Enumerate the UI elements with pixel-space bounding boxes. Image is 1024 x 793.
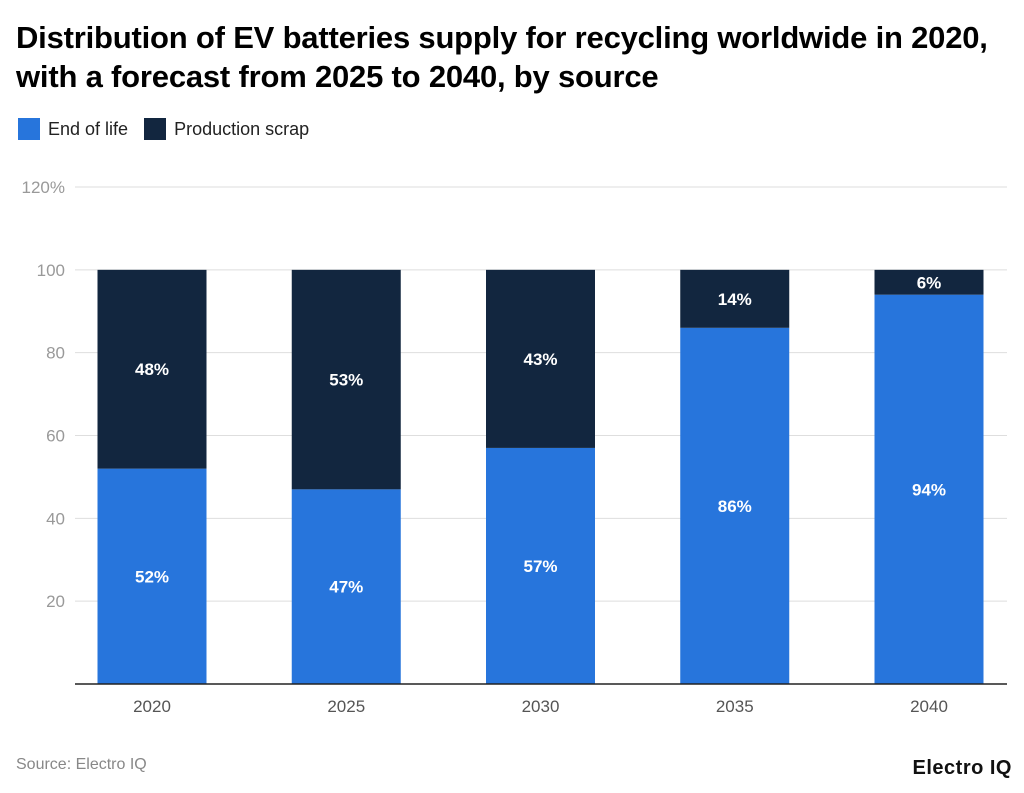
data-label: 43% — [523, 350, 557, 369]
bar-end-of-life — [486, 447, 595, 684]
bar-end-of-life — [291, 489, 401, 684]
data-label: 57% — [523, 557, 557, 576]
legend-swatch — [18, 118, 40, 140]
bar-production-scrap — [291, 269, 401, 490]
legend-swatch — [144, 118, 167, 140]
source-note: Source: Electro IQ — [16, 756, 147, 773]
data-label: 6% — [917, 273, 942, 292]
x-tick-label: 2030 — [522, 697, 560, 716]
data-label: 52% — [135, 567, 169, 586]
bar-end-of-life — [680, 327, 790, 684]
bar-end-of-life — [874, 294, 984, 684]
bar-production-scrap — [874, 269, 984, 295]
y-tick-label: 20 — [46, 592, 65, 611]
y-tick-label: 80 — [46, 344, 65, 363]
legend-label: End of life — [48, 118, 129, 139]
y-tick-label: 100 — [37, 261, 65, 280]
y-tick-label: 40 — [46, 509, 65, 528]
bar-production-scrap — [486, 269, 595, 448]
y-tick-label: 60 — [46, 427, 65, 446]
data-label: 48% — [135, 360, 169, 379]
x-tick-label: 2020 — [133, 697, 171, 716]
data-label: 47% — [329, 578, 363, 597]
bar-production-scrap — [680, 269, 790, 328]
x-tick-label: 2035 — [716, 697, 754, 716]
brand-logo: Electro IQ — [912, 757, 1012, 779]
legend-label: Production scrap — [174, 118, 310, 139]
x-tick-label: 2040 — [910, 697, 948, 716]
y-tick-label: 120% — [22, 178, 65, 197]
legend-item-end-of-life: End of life — [18, 118, 128, 140]
legend-item-production-scrap: Production scrap — [144, 118, 309, 140]
bar-end-of-life — [97, 468, 207, 684]
x-tick-label: 2025 — [327, 697, 365, 716]
data-label: 14% — [718, 290, 752, 309]
legend: End of life Production scrap — [18, 118, 325, 140]
chart-title: Distribution of EV batteries supply for … — [16, 20, 988, 94]
data-label: 86% — [718, 497, 752, 516]
bar-production-scrap — [97, 269, 207, 469]
data-label: 53% — [329, 371, 363, 390]
data-label: 94% — [912, 480, 946, 499]
